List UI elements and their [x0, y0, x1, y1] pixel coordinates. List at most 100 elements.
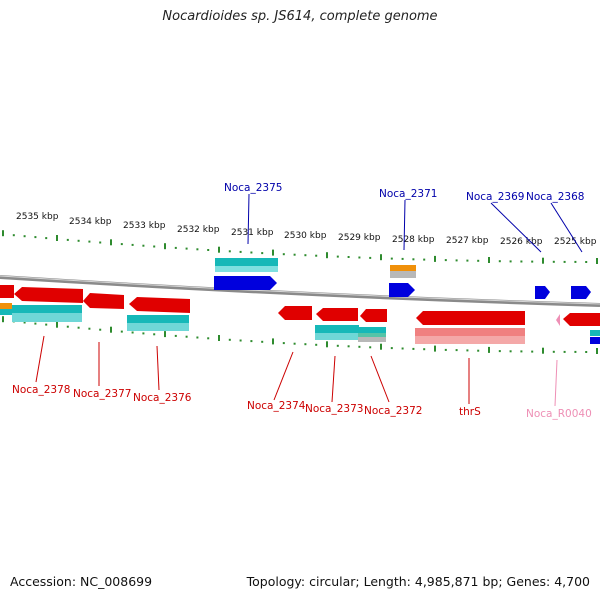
tick-labels: 2535 kbp 2534 kbp 2533 kbp 2532 kbp 2531…: [16, 212, 597, 247]
gene-arrow-right-edge[interactable]: [563, 313, 600, 326]
bottom-tick-minor-tick: [347, 345, 350, 348]
bottom-tick-minor-tick: [552, 350, 555, 353]
gene-arrow-noca-2373[interactable]: [316, 308, 358, 321]
top-tick-minor-tick: [390, 257, 393, 260]
top-tick-minor-tick: [520, 260, 523, 263]
bottom-tick-minor-tick: [174, 334, 177, 337]
gene-label-noca-2371[interactable]: Noca_2371: [379, 188, 437, 200]
bottom-tick-minor-tick: [88, 327, 91, 330]
top-tick-minor-tick: [477, 259, 480, 262]
gene-arrow-noca-2372[interactable]: [360, 309, 387, 322]
top-tick-major-tick: [326, 252, 328, 259]
top-tick-minor-tick: [336, 255, 339, 258]
rna-arrow-noca-r0040[interactable]: [556, 314, 560, 326]
bottom-tick-minor-tick: [45, 323, 48, 326]
bottom-tick-minor-tick: [228, 338, 231, 341]
tick-label-2527: 2527 kbp: [446, 236, 489, 246]
gene-label-noca-2378[interactable]: Noca_2378: [12, 384, 70, 396]
bottom-tick-minor-tick: [196, 336, 199, 339]
tick-label-2528: 2528 kbp: [392, 235, 435, 245]
bottom-tick-minor-tick: [239, 339, 242, 342]
map-title: Nocardioides sp. JS614, complete genome: [162, 9, 438, 24]
top-tick-minor-tick: [509, 260, 512, 263]
genome-backbone-highlight: [0, 275, 600, 305]
top-tick-minor-tick: [369, 256, 372, 259]
gene-label-noca-2375[interactable]: Noca_2375: [224, 182, 282, 194]
bottom-tick-minor-tick: [401, 347, 404, 350]
top-tick-minor-tick: [228, 250, 231, 253]
gene-arrow-noca-2377[interactable]: [83, 293, 124, 309]
bottom-tick-minor-tick: [390, 347, 393, 350]
bottom-tick-minor-tick: [250, 340, 253, 343]
bottom-tick-minor-tick: [261, 340, 264, 343]
top-tick-major-tick: [272, 249, 274, 256]
top-tick-minor-tick: [250, 251, 253, 254]
bottom-tick-minor-tick: [585, 351, 588, 353]
gene-label-noca-2372[interactable]: Noca_2372: [364, 405, 422, 417]
cds-bar-noca-2372-grey: [358, 337, 386, 342]
bottom-tick-major-tick: [218, 335, 220, 341]
bottom-tick-minor-tick: [282, 342, 285, 345]
cds-bar-noca-2376-shade: [127, 323, 189, 331]
gene-arrow-noca-2374[interactable]: [278, 306, 312, 320]
top-tick-minor-tick: [315, 254, 318, 257]
gene-label-noca-2369[interactable]: Noca_2369: [466, 191, 524, 203]
gene-arrow-noca-2371[interactable]: [389, 283, 415, 297]
bottom-tick-minor-tick: [509, 350, 512, 353]
gene-label-noca-2373[interactable]: Noca_2373: [305, 403, 363, 415]
top-tick-minor-tick: [293, 253, 296, 256]
bottom-tick-major-tick: [542, 347, 544, 354]
bottom-tick-major-tick: [488, 346, 490, 353]
gene-arrow-thrs[interactable]: [416, 311, 525, 325]
top-tick-major-tick: [434, 255, 436, 262]
tick-label-2535: 2535 kbp: [16, 212, 59, 222]
gene-arrow-noca-2376[interactable]: [129, 297, 190, 313]
gene-arrow-noca-2369[interactable]: [535, 286, 550, 299]
reverse-strand-features: [0, 285, 600, 344]
genome-summary-text: Topology: circular; Length: 4,985,871 bp…: [246, 574, 590, 589]
top-tick-minor-tick: [401, 257, 404, 260]
top-tick-major-tick: [2, 230, 4, 237]
cds-bar-right-edge-blue: [590, 337, 600, 344]
cds-bar-noca-2373-shade: [315, 333, 359, 340]
bottom-tick-major-tick: [164, 331, 166, 338]
top-tick-minor-tick: [282, 253, 285, 256]
cds-bar-noca-2371-orange[interactable]: [390, 265, 416, 271]
bottom-tick-major-tick: [2, 316, 4, 323]
bottom-tick-minor-tick: [77, 326, 80, 329]
bottom-tick-minor-tick: [207, 337, 210, 340]
gene-label-noca-2377[interactable]: Noca_2377: [73, 388, 131, 400]
bottom-tick-minor-tick: [185, 335, 188, 338]
top-tick-minor-tick: [261, 252, 264, 255]
bottom-tick-minor-tick: [142, 332, 145, 335]
gene-arrow-noca-2375[interactable]: [214, 276, 277, 290]
top-tick-major-tick: [542, 257, 544, 264]
bottom-tick-minor-tick: [34, 322, 37, 325]
gene-label-noca-2368[interactable]: Noca_2368: [526, 191, 584, 203]
bottom-tick-minor-tick: [574, 350, 577, 353]
top-tick-minor-tick: [585, 261, 588, 263]
cds-bar-left-edge-cyan: [0, 309, 12, 315]
gene-arrow-left-edge[interactable]: [0, 285, 14, 298]
gene-label-noca-2376[interactable]: Noca_2376: [133, 392, 192, 404]
gene-arrow-noca-2368[interactable]: [571, 286, 591, 299]
top-tick-major-tick: [380, 254, 382, 261]
bottom-tick-major-tick: [380, 343, 382, 350]
gene-label-noca-2374[interactable]: Noca_2374: [247, 400, 306, 412]
cds-bar-noca-2378-shade: [12, 313, 82, 322]
bottom-tick-minor-tick: [23, 321, 26, 324]
label-connectors-below: [35, 335, 558, 407]
bottom-tick-major-tick: [326, 341, 328, 348]
tick-label-2534: 2534 kbp: [69, 217, 112, 227]
top-tick-minor-tick: [131, 243, 134, 246]
gene-label-noca-r0040[interactable]: Noca_R0040: [526, 408, 592, 420]
top-tick-minor-tick: [174, 246, 177, 249]
gene-label-thrs[interactable]: thrS: [459, 406, 481, 418]
bottom-tick-row: [2, 316, 598, 354]
cds-bar-noca-2372-cyan[interactable]: [358, 327, 386, 333]
top-tick-minor-tick: [444, 259, 447, 262]
gene-arrow-noca-2378[interactable]: [14, 287, 83, 303]
bottom-tick-minor-tick: [336, 344, 339, 347]
bottom-tick-minor-tick: [358, 345, 361, 348]
